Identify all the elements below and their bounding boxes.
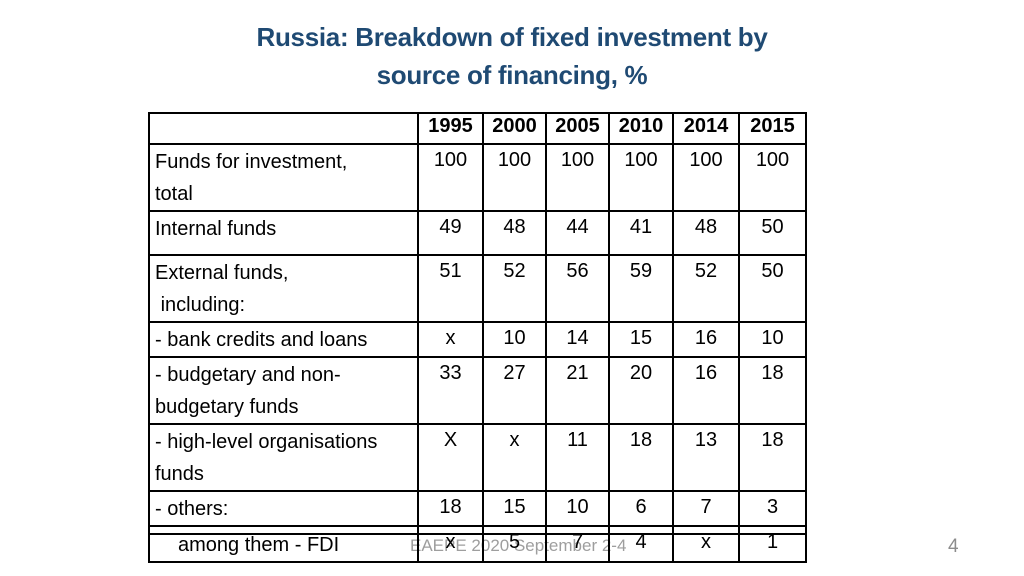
cell-value: 18 bbox=[738, 423, 807, 492]
row-label: External funds, including: bbox=[148, 254, 419, 323]
table-row-internal-funds: Internal funds 49 48 44 41 48 50 bbox=[148, 210, 807, 256]
cell-value: 10 bbox=[482, 321, 547, 358]
cell-value: 56 bbox=[545, 254, 610, 323]
cell-value: 21 bbox=[545, 356, 610, 425]
col-header-2005: 2005 bbox=[545, 112, 610, 145]
cell-value: 100 bbox=[738, 143, 807, 212]
cell-value: 52 bbox=[482, 254, 547, 323]
cell-value: 100 bbox=[417, 143, 484, 212]
row-label: Internal funds bbox=[148, 210, 419, 256]
cell-value: 100 bbox=[545, 143, 610, 212]
fdi-sub-table: among them - FDI x 5 7 4 x 1 bbox=[148, 525, 807, 563]
cell-value: 50 bbox=[738, 210, 807, 256]
cell-value: 4 bbox=[608, 525, 674, 563]
page-number: 4 bbox=[948, 536, 959, 557]
cell-value: 49 bbox=[417, 210, 484, 256]
cell-value: 18 bbox=[608, 423, 674, 492]
cell-value: X bbox=[417, 423, 484, 492]
col-header-2014: 2014 bbox=[672, 112, 740, 145]
row-label: - budgetary and non- budgetary funds bbox=[148, 356, 419, 425]
cell-value: 27 bbox=[482, 356, 547, 425]
col-header-2010: 2010 bbox=[608, 112, 674, 145]
cell-value: 48 bbox=[672, 210, 740, 256]
cell-value: 7 bbox=[545, 525, 610, 563]
cell-value: 100 bbox=[482, 143, 547, 212]
cell-value: 33 bbox=[417, 356, 484, 425]
col-header-2015: 2015 bbox=[738, 112, 807, 145]
page-title: Russia: Breakdown of fixed investment by… bbox=[0, 18, 1024, 94]
cell-value: x bbox=[417, 321, 484, 358]
table-row-bank-credits: - bank credits and loans x 10 14 15 16 1… bbox=[148, 321, 807, 358]
cell-value: 5 bbox=[482, 525, 547, 563]
col-header-2000: 2000 bbox=[482, 112, 547, 145]
cell-value: 100 bbox=[672, 143, 740, 212]
page-title-line1: Russia: Breakdown of fixed investment by bbox=[256, 22, 768, 52]
cell-value: 52 bbox=[672, 254, 740, 323]
cell-value: 10 bbox=[738, 321, 807, 358]
table-row-external-funds: External funds, including: 51 52 56 59 5… bbox=[148, 254, 807, 323]
table-header-row: 1995 2000 2005 2010 2014 2015 bbox=[148, 112, 807, 145]
cell-value: 16 bbox=[672, 321, 740, 358]
cell-value: 59 bbox=[608, 254, 674, 323]
cell-value: 100 bbox=[608, 143, 674, 212]
row-label: among them - FDI bbox=[148, 525, 419, 563]
table-row-fdi: among them - FDI x 5 7 4 x 1 bbox=[148, 525, 807, 563]
cell-value: x bbox=[417, 525, 484, 563]
cell-value: 20 bbox=[608, 356, 674, 425]
cell-value: 44 bbox=[545, 210, 610, 256]
cell-value: 41 bbox=[608, 210, 674, 256]
table-row-budgetary-funds: - budgetary and non- budgetary funds 33 … bbox=[148, 356, 807, 425]
table-row-funds-total: Funds for investment, total 100 100 100 … bbox=[148, 143, 807, 212]
corner-cell bbox=[148, 112, 419, 145]
row-label: - high-level organisations funds bbox=[148, 423, 419, 492]
cell-value: 13 bbox=[672, 423, 740, 492]
cell-value: x bbox=[482, 423, 547, 492]
cell-value: 48 bbox=[482, 210, 547, 256]
cell-value: 16 bbox=[672, 356, 740, 425]
cell-value: 15 bbox=[608, 321, 674, 358]
col-header-1995: 1995 bbox=[417, 112, 484, 145]
row-label: Funds for investment, total bbox=[148, 143, 419, 212]
cell-value: 18 bbox=[738, 356, 807, 425]
row-label: - bank credits and loans bbox=[148, 321, 419, 358]
page-title-line2: source of financing, % bbox=[376, 60, 648, 90]
cell-value: 1 bbox=[738, 525, 807, 563]
cell-value: x bbox=[672, 525, 740, 563]
table-row-high-level-orgs: - high-level organisations funds X x 11 … bbox=[148, 423, 807, 492]
cell-value: 14 bbox=[545, 321, 610, 358]
investment-table: 1995 2000 2005 2010 2014 2015 Funds for … bbox=[148, 112, 807, 535]
cell-value: 50 bbox=[738, 254, 807, 323]
cell-value: 51 bbox=[417, 254, 484, 323]
cell-value: 11 bbox=[545, 423, 610, 492]
